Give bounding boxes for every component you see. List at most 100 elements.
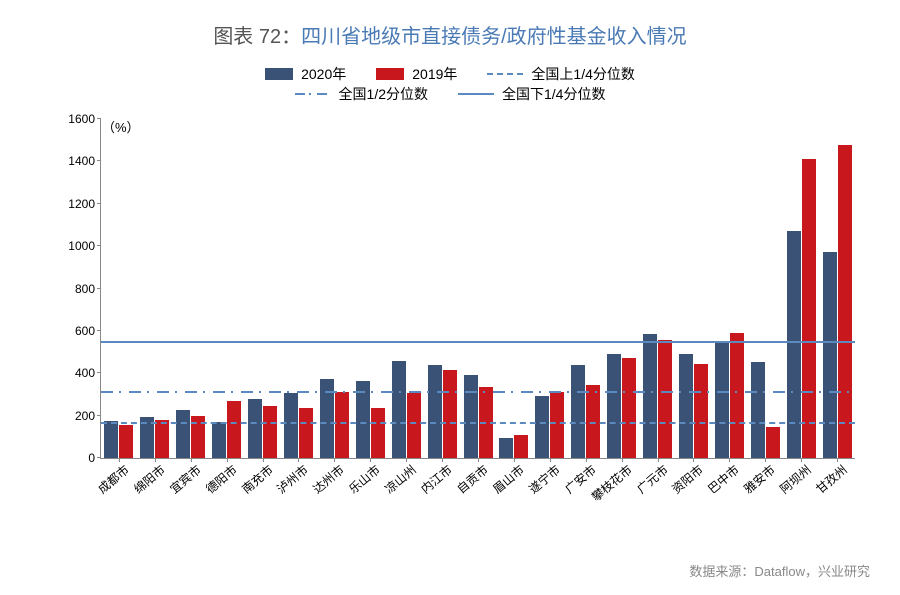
x-tick-label: 雅安市 bbox=[740, 461, 779, 497]
bar bbox=[119, 425, 133, 458]
legend: 2020年2019年全国上1/4分位数全国1/2分位数全国下1/4分位数 bbox=[30, 64, 870, 104]
y-tick-label: 1200 bbox=[68, 197, 101, 211]
legend-label: 全国下1/4分位数 bbox=[502, 84, 605, 104]
x-tick-label: 阿坝州 bbox=[776, 461, 815, 497]
bar bbox=[212, 422, 226, 458]
category: 自贡市 bbox=[460, 119, 496, 458]
x-tick-label: 宜宾市 bbox=[166, 461, 205, 497]
bar bbox=[299, 408, 313, 458]
x-tick-label: 绵阳市 bbox=[130, 461, 169, 497]
legend-swatch bbox=[265, 68, 293, 80]
bar bbox=[823, 252, 837, 458]
bar bbox=[227, 401, 241, 458]
x-tick-mark bbox=[227, 458, 228, 462]
bar bbox=[371, 408, 385, 458]
x-tick-mark bbox=[119, 458, 120, 462]
legend-item: 全国1/2分位数 bbox=[295, 84, 428, 104]
y-tick-label: 1000 bbox=[68, 239, 101, 253]
bar bbox=[335, 392, 349, 458]
category: 宜宾市 bbox=[173, 119, 209, 458]
x-tick-mark bbox=[801, 458, 802, 462]
y-tick-mark bbox=[97, 372, 101, 373]
x-tick-mark bbox=[442, 458, 443, 462]
x-tick-mark bbox=[370, 458, 371, 462]
legend-line bbox=[487, 73, 523, 75]
bar bbox=[802, 159, 816, 458]
y-tick-mark bbox=[97, 288, 101, 289]
category: 广安市 bbox=[568, 119, 604, 458]
x-tick-label: 成都市 bbox=[94, 461, 133, 497]
bar bbox=[622, 358, 636, 458]
title-prefix: 图表 72： bbox=[213, 26, 301, 48]
legend-line bbox=[458, 93, 494, 95]
x-tick-mark bbox=[514, 458, 515, 462]
category: 广元市 bbox=[640, 119, 676, 458]
reference-line bbox=[101, 422, 855, 424]
y-tick-mark bbox=[97, 415, 101, 416]
x-tick-label: 泸州市 bbox=[273, 461, 312, 497]
bar bbox=[499, 438, 513, 458]
title-main: 四川省地级市直接债务/政府性基金收入情况 bbox=[301, 26, 687, 48]
legend-line bbox=[295, 93, 331, 95]
bar bbox=[407, 393, 421, 458]
x-tick-label: 眉山市 bbox=[489, 461, 528, 497]
bar bbox=[766, 427, 780, 458]
category: 雅安市 bbox=[747, 119, 783, 458]
bar bbox=[392, 361, 406, 458]
chart-title: 图表 72：四川省地级市直接债务/政府性基金收入情况 bbox=[30, 20, 870, 49]
y-tick-label: 0 bbox=[88, 451, 101, 465]
legend-item: 全国下1/4分位数 bbox=[458, 84, 605, 104]
x-tick-mark bbox=[155, 458, 156, 462]
bar bbox=[535, 396, 549, 459]
category: 攀枝花市 bbox=[604, 119, 640, 458]
x-tick-mark bbox=[586, 458, 587, 462]
x-tick-mark bbox=[406, 458, 407, 462]
x-tick-mark bbox=[658, 458, 659, 462]
bar bbox=[607, 354, 621, 458]
category: 绵阳市 bbox=[137, 119, 173, 458]
category: 眉山市 bbox=[496, 119, 532, 458]
x-tick-label: 自贡市 bbox=[453, 461, 492, 497]
x-tick-label: 乐山市 bbox=[345, 461, 384, 497]
reference-line bbox=[101, 391, 855, 393]
category: 泸州市 bbox=[281, 119, 317, 458]
bar bbox=[514, 435, 528, 458]
y-tick-mark bbox=[97, 245, 101, 246]
legend-label: 2019年 bbox=[412, 64, 457, 84]
y-tick-mark bbox=[97, 160, 101, 161]
bar bbox=[715, 343, 729, 458]
x-tick-mark bbox=[729, 458, 730, 462]
category: 遂宁市 bbox=[532, 119, 568, 458]
x-tick-label: 遂宁市 bbox=[525, 461, 564, 497]
category: 凉山州 bbox=[388, 119, 424, 458]
bar bbox=[428, 365, 442, 458]
y-tick-mark bbox=[97, 457, 101, 458]
bar bbox=[730, 333, 744, 458]
x-tick-label: 资阳市 bbox=[668, 461, 707, 497]
bar bbox=[284, 393, 298, 458]
x-tick-mark bbox=[622, 458, 623, 462]
bar bbox=[787, 231, 801, 458]
category: 甘孜州 bbox=[819, 119, 855, 458]
bar bbox=[679, 354, 693, 458]
bar bbox=[643, 334, 657, 458]
bar bbox=[694, 364, 708, 458]
y-tick-mark bbox=[97, 330, 101, 331]
legend-swatch bbox=[376, 68, 404, 80]
bar bbox=[248, 399, 262, 458]
y-tick-mark bbox=[97, 203, 101, 204]
chart-area: （%） 成都市绵阳市宜宾市德阳市南充市泸州市达州市乐山市凉山州内江市自贡市眉山市… bbox=[30, 114, 870, 506]
bar bbox=[155, 420, 169, 458]
data-source: 数据来源：Dataflow，兴业研究 bbox=[30, 561, 870, 580]
y-tick-label: 800 bbox=[75, 282, 101, 296]
y-tick-label: 400 bbox=[75, 366, 101, 380]
category: 阿坝州 bbox=[783, 119, 819, 458]
x-tick-label: 内江市 bbox=[417, 461, 456, 497]
category: 乐山市 bbox=[352, 119, 388, 458]
bar bbox=[443, 370, 457, 458]
bar bbox=[658, 340, 672, 458]
x-tick-mark bbox=[765, 458, 766, 462]
x-tick-label: 凉山州 bbox=[381, 461, 420, 497]
legend-label: 全国上1/4分位数 bbox=[531, 64, 634, 84]
y-tick-label: 1600 bbox=[68, 112, 101, 126]
